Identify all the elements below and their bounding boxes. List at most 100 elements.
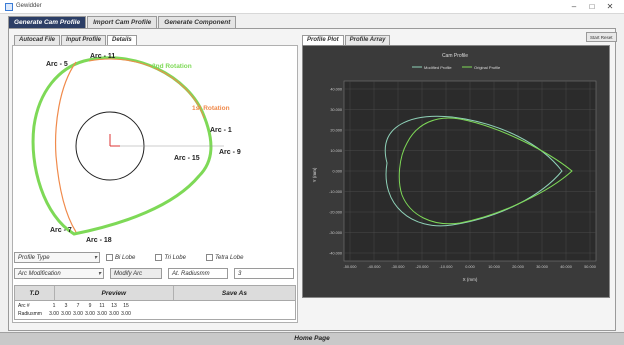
- plot-ylabel: Y (mm): [312, 167, 317, 182]
- tab-details[interactable]: Details: [107, 35, 137, 45]
- td-button[interactable]: T.D: [15, 286, 55, 300]
- grid-cell[interactable]: 3.00: [73, 311, 83, 317]
- window-title: Gewidder: [16, 3, 42, 9]
- x-tick-label: -20.000: [416, 265, 429, 269]
- y-tick-label: 0.000: [332, 170, 342, 174]
- row-label: Radiusmm: [18, 311, 42, 317]
- trilobe-checkbox[interactable]: Tri Lobe: [155, 254, 186, 261]
- x-tick-label: 50.000: [584, 265, 596, 269]
- modify-arc-button[interactable]: Modify Arc: [110, 268, 162, 279]
- x-tick-label: -10.000: [440, 265, 453, 269]
- y-tick-label: -40.000: [329, 252, 342, 256]
- profile-type-value: Profile Type: [18, 255, 50, 261]
- tetralobe-label: Tetra Lobe: [214, 254, 244, 261]
- app-icon: [5, 3, 13, 11]
- close-button[interactable]: ✕: [606, 2, 614, 11]
- plot-yticks: 40.000 30.000 20.000 10.000 0.000 -10.000 -20.…: [329, 88, 342, 256]
- right-tab-bar: Profile Plot Profile Array: [302, 35, 391, 45]
- chevron-down-icon: ▾: [97, 271, 101, 277]
- grid-cell[interactable]: 15: [123, 303, 129, 309]
- left-tab-bar: Autocad File Input Profile Details: [14, 35, 138, 45]
- y-tick-label: 10.000: [330, 149, 342, 153]
- grid-header: T.D Preview Save As: [14, 285, 296, 301]
- maximize-button[interactable]: □: [589, 2, 595, 11]
- tetralobe-box[interactable]: [205, 254, 213, 261]
- x-tick-label: -40.000: [368, 265, 381, 269]
- tab-profile-array[interactable]: Profile Array: [344, 35, 391, 45]
- grid-cell[interactable]: 3.00: [109, 311, 119, 317]
- label-first-rotation: 1st Rotation: [192, 105, 230, 112]
- plot-gridlines: [344, 81, 596, 261]
- cam-profile-plot: Cam Profile Modified Profile Original Pr…: [312, 53, 597, 282]
- bilobe-label: Bi Lobe: [115, 254, 136, 261]
- profile-type-row: Profile Type ▾ Bi Lobe Tri Lobe Tetra Lo…: [14, 252, 243, 263]
- first-rotation-curve: [55, 61, 77, 233]
- cam-diagram: Arc - 5 Arc - 11 2nd Rotation 1st Rotati…: [31, 53, 241, 244]
- arc-radius-grid: T.D Preview Save As Arc # 1 3 7 9 11 13 …: [14, 285, 296, 320]
- plot-xlabel: X (mm): [463, 277, 478, 282]
- y-tick-label: -20.000: [329, 211, 342, 215]
- label-arc18: Arc - 18: [86, 237, 112, 244]
- label-arc11: Arc - 11: [90, 53, 115, 60]
- x-tick-label: -50.000: [344, 265, 357, 269]
- y-tick-label: -10.000: [329, 190, 342, 194]
- start-reset-button[interactable]: Start Reset: [586, 32, 617, 42]
- grid-row-radius: Radiusmm 3.00 3.00 3.00 3.00 3.00 3.00 3…: [18, 310, 292, 318]
- grid-row-arc: Arc # 1 3 7 9 11 13 15: [18, 302, 292, 310]
- label-arc5: Arc - 5: [46, 61, 68, 68]
- row-label: Arc #: [18, 303, 30, 309]
- tetralobe-checkbox[interactable]: Tetra Lobe: [205, 254, 244, 261]
- tab-input-profile[interactable]: Input Profile: [61, 35, 107, 45]
- chevron-down-icon: ▾: [93, 255, 97, 261]
- window-titlebar: Gewidder – □ ✕: [0, 0, 624, 14]
- y-tick-label: -30.000: [329, 231, 342, 235]
- tab-generate-cam-profile[interactable]: Generate Cam Profile: [8, 16, 87, 28]
- bilobe-box[interactable]: [106, 254, 113, 261]
- tab-import-cam-profile[interactable]: Import Cam Profile: [87, 16, 158, 28]
- plot-xticks: -50.000 -40.000 -30.000 -20.000 -10.000 0.000…: [344, 265, 596, 269]
- grid-cell[interactable]: 13: [111, 303, 117, 309]
- trilobe-box[interactable]: [155, 254, 163, 261]
- y-tick-label: 20.000: [330, 129, 342, 133]
- x-tick-label: 10.000: [488, 265, 500, 269]
- tab-profile-plot[interactable]: Profile Plot: [302, 35, 344, 45]
- main-tab-bar: Generate Cam Profile Import Cam Profile …: [8, 16, 237, 28]
- legend-modified: Modified Profile: [424, 65, 452, 70]
- radius-input[interactable]: 3: [234, 268, 294, 279]
- minimize-button[interactable]: –: [571, 2, 577, 11]
- label-arc9: Arc - 9: [219, 149, 241, 156]
- grid-cell[interactable]: 7: [76, 303, 80, 309]
- preview-button[interactable]: Preview: [55, 286, 174, 300]
- grid-cell[interactable]: 3.00: [85, 311, 95, 317]
- label-arc7: Arc - 7: [50, 227, 72, 234]
- grid-cell[interactable]: 1: [52, 303, 56, 309]
- grid-cell[interactable]: 11: [99, 303, 105, 309]
- grid-cell[interactable]: 3.00: [121, 311, 131, 317]
- x-tick-label: 40.000: [560, 265, 572, 269]
- x-tick-label: 30.000: [536, 265, 548, 269]
- y-tick-label: 30.000: [330, 108, 342, 112]
- grid-cell[interactable]: 3.00: [61, 311, 71, 317]
- grid-body: Arc # 1 3 7 9 11 13 15 Radiusmm 3.00 3.0…: [14, 301, 296, 320]
- window-controls: – □ ✕: [566, 1, 618, 12]
- arc-modification-value: Arc Modification: [18, 271, 61, 277]
- grid-cell[interactable]: 3: [64, 303, 68, 309]
- modified-profile-line: [384, 115, 563, 227]
- label-arc1: Arc - 1: [210, 127, 232, 134]
- status-bar: Home Page: [0, 332, 624, 345]
- grid-cell[interactable]: 3.00: [49, 311, 59, 317]
- original-profile-line: [398, 117, 573, 225]
- radius-label: At. Radiusmm: [168, 268, 228, 279]
- grid-cell[interactable]: 3.00: [97, 311, 107, 317]
- save-as-button[interactable]: Save As: [221, 290, 247, 297]
- tab-autocad-file[interactable]: Autocad File: [14, 35, 61, 45]
- profile-type-select[interactable]: Profile Type ▾: [14, 252, 100, 263]
- x-tick-label: 0.000: [465, 265, 475, 269]
- arc-modification-row: Arc Modification ▾ Modify Arc At. Radius…: [14, 268, 294, 279]
- trilobe-label: Tri Lobe: [164, 254, 186, 261]
- tab-generate-component[interactable]: Generate Component: [158, 16, 237, 28]
- bilobe-checkbox[interactable]: Bi Lobe: [106, 254, 135, 261]
- arc-modification-select[interactable]: Arc Modification ▾: [14, 268, 104, 279]
- x-tick-label: -30.000: [392, 265, 405, 269]
- grid-cell[interactable]: 9: [88, 303, 92, 309]
